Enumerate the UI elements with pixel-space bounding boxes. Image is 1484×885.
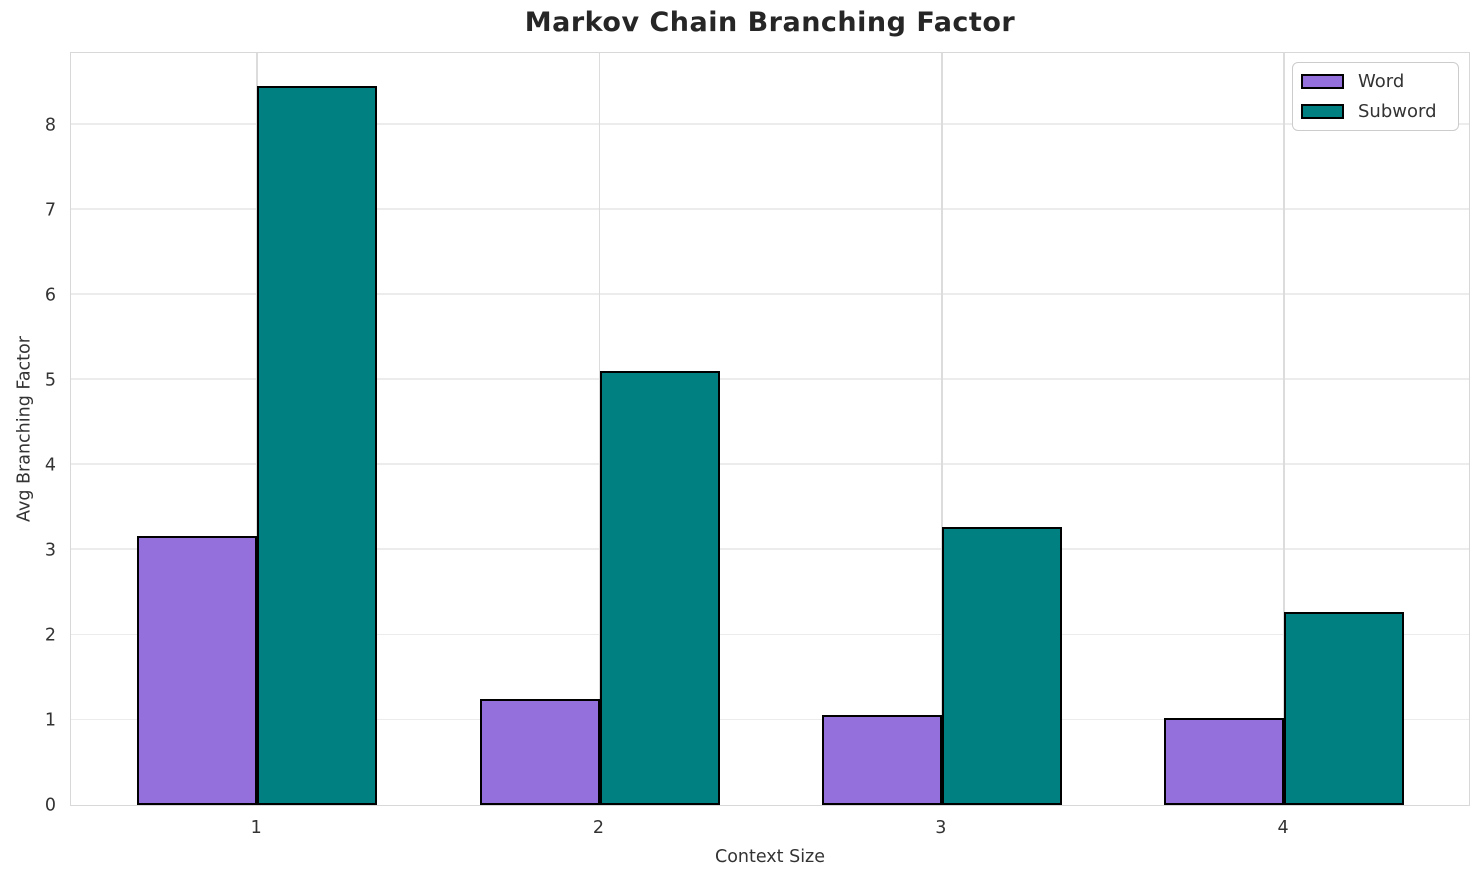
h-gridline-1 — [71, 718, 1469, 720]
h-gridline-4 — [71, 463, 1469, 465]
h-gridline-8 — [71, 123, 1469, 125]
h-gridline-7 — [71, 208, 1469, 210]
legend-label-subword: Subword — [1358, 101, 1437, 122]
bar-subword-3 — [941, 527, 1062, 805]
bar-subword-2 — [599, 370, 720, 805]
y-tick-label-6: 6 — [44, 285, 56, 306]
legend-item-word: Word — [1301, 71, 1448, 92]
legend-item-subword: Subword — [1301, 101, 1448, 122]
y-tick-label-2: 2 — [44, 625, 56, 646]
bar-word-4 — [1164, 718, 1285, 805]
bar-word-1 — [137, 536, 258, 805]
x-tick-label-2: 2 — [592, 818, 605, 838]
y-tick-label-5: 5 — [44, 370, 56, 391]
bar-subword-1 — [257, 85, 378, 805]
y-tick-label-4: 4 — [44, 455, 56, 476]
v-gridline-3 — [941, 53, 943, 805]
chart-title: Markov Chain Branching Factor — [524, 7, 1016, 38]
x-axis-label: Context Size — [714, 847, 826, 867]
h-gridline-3 — [71, 548, 1469, 550]
y-axis-label: Avg Branching Factor — [14, 336, 35, 522]
x-tick-label-4: 4 — [1277, 818, 1289, 838]
y-tick-label-3: 3 — [44, 540, 56, 561]
h-gridline-5 — [71, 378, 1469, 380]
word-swatch — [1301, 74, 1344, 89]
x-tick-label-3: 3 — [935, 818, 947, 838]
h-gridline-2 — [71, 633, 1469, 635]
y-tick-label-8: 8 — [44, 115, 56, 136]
y-tick-label-7: 7 — [44, 200, 56, 221]
legend: Word Subword — [1292, 62, 1459, 131]
bar-word-3 — [821, 714, 942, 805]
y-tick-label-0: 0 — [44, 795, 56, 816]
y-tick-label-1: 1 — [44, 710, 56, 731]
h-gridline-6 — [71, 293, 1469, 295]
subword-swatch — [1301, 104, 1344, 119]
bar-word-2 — [479, 698, 600, 805]
v-gridline-4 — [1283, 53, 1285, 805]
x-tick-label-1: 1 — [250, 818, 262, 838]
bar-subword-4 — [1284, 612, 1405, 805]
legend-label-word: Word — [1358, 71, 1405, 92]
plot-area — [70, 52, 1470, 806]
